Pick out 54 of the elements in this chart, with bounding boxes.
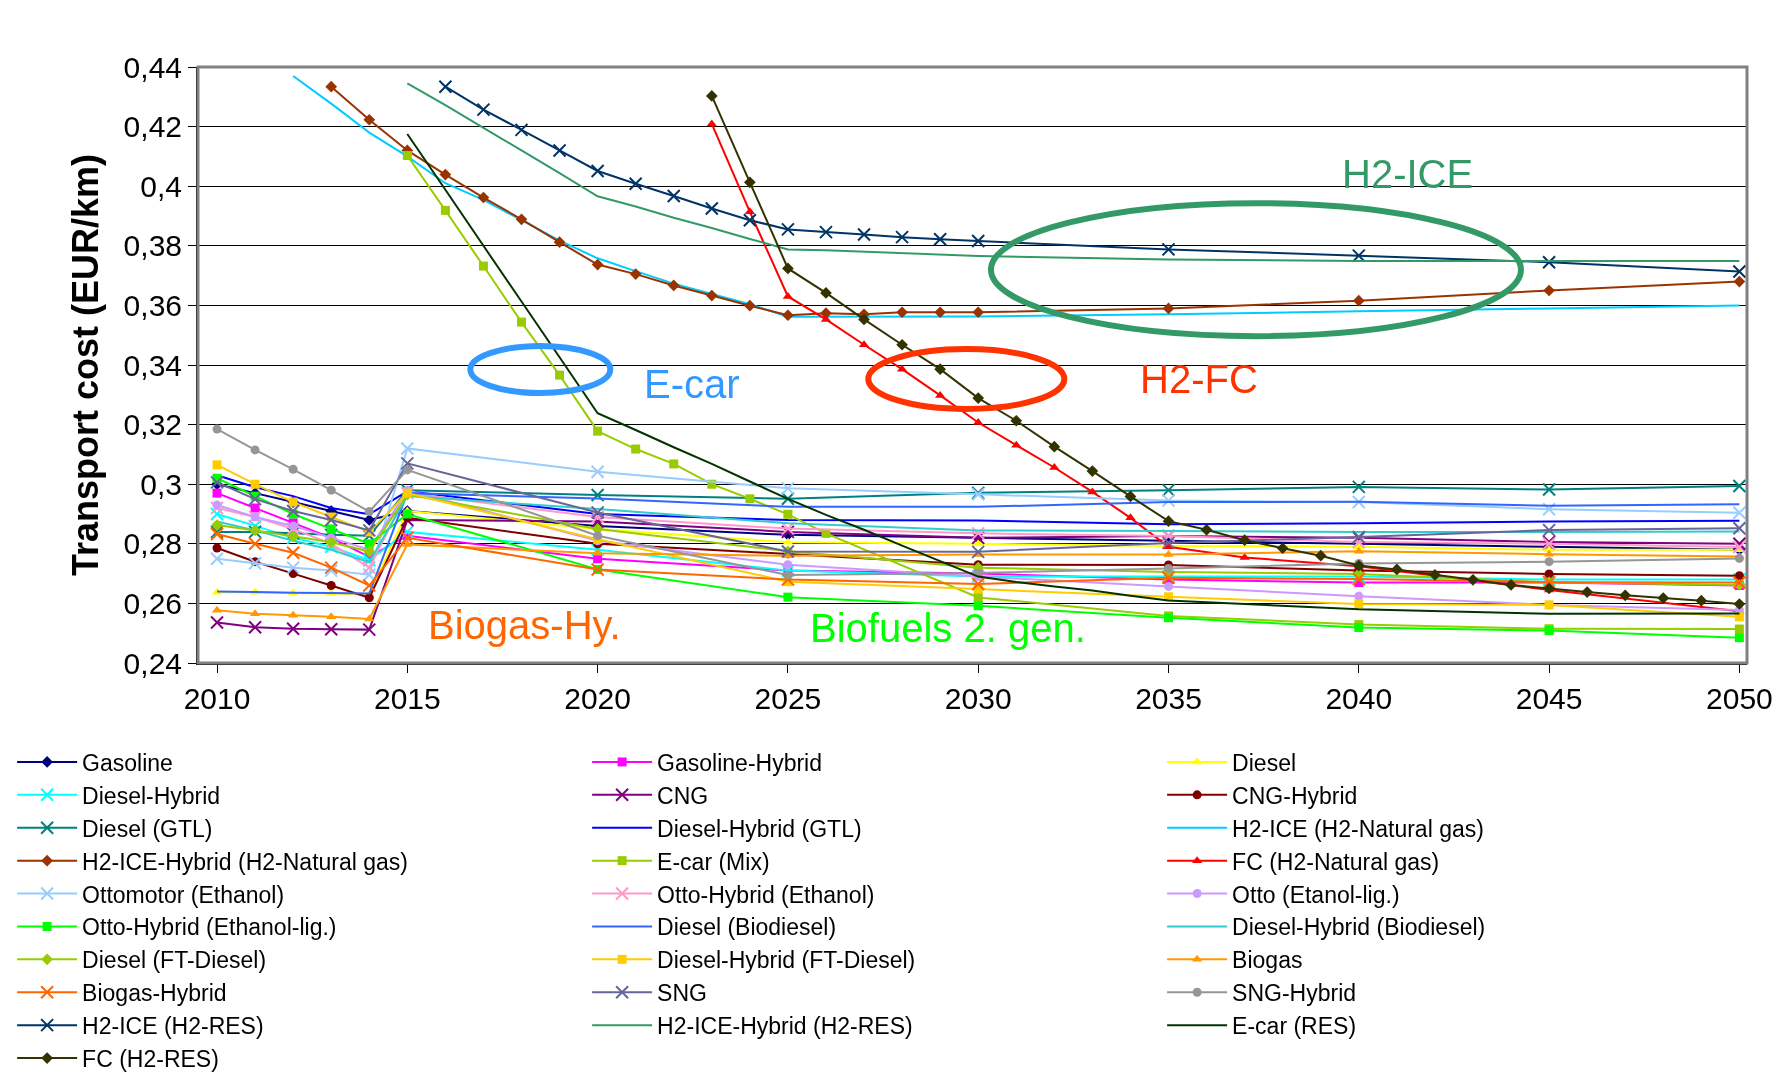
legend-label: SNG (657, 980, 707, 1007)
y-tick-label: 0,4 (140, 169, 182, 203)
legend-label: Otto-Hybrid (Ethanol) (657, 881, 875, 908)
x-tick-label: 2015 (373, 682, 441, 715)
y-axis-title: Transport cost (EUR/km) (65, 153, 107, 577)
x-tick-label: 2030 (944, 682, 1012, 715)
legend-label: Otto-Hybrid (Ethanol-lig.) (82, 914, 337, 941)
legend-label: Biogas (1232, 947, 1303, 974)
y-tick-label: 0,24 (123, 646, 182, 680)
legend-label: Ottomotor (Ethanol) (82, 881, 285, 908)
annotation: H2-FC (1140, 357, 1258, 401)
legend-label: Diesel (GTL) (82, 815, 213, 842)
legend-label: Diesel-Hybrid (FT-Diesel) (657, 947, 916, 974)
x-tick-label: 2040 (1325, 682, 1393, 715)
annotation: Biofuels 2. gen. (810, 606, 1086, 650)
x-tick-label: 2025 (754, 682, 822, 715)
legend-label: Diesel-Hybrid (Biodiesel) (1232, 914, 1486, 941)
y-tick-label: 0,38 (123, 229, 182, 263)
y-tick-label: 0,34 (123, 348, 182, 382)
annotation: E-car (644, 362, 740, 406)
legend-label: Biogas-Hybrid (82, 980, 227, 1007)
y-tick-label: 0,32 (123, 408, 182, 442)
y-tick-label: 0,36 (123, 288, 182, 322)
legend-label: Gasoline (82, 749, 173, 776)
y-tick-label: 0,26 (123, 586, 182, 620)
legend-label: FC (H2-RES) (82, 1046, 219, 1072)
legend-label: H2-ICE-Hybrid (H2-Natural gas) (82, 848, 409, 875)
y-tick-label: 0,3 (140, 467, 182, 501)
legend-label: CNG-Hybrid (1232, 782, 1358, 809)
legend-label: Diesel (Biodiesel) (657, 914, 837, 941)
y-tick-label: 0,44 (123, 50, 182, 84)
legend-label: Otto (Etanol-lig.) (1232, 881, 1400, 908)
legend-label: Diesel-Hybrid (GTL) (657, 815, 862, 842)
legend-label: Diesel-Hybrid (82, 782, 221, 809)
legend-label: Diesel (FT-Diesel) (82, 947, 267, 974)
legend-label: E-car (RES) (1232, 1013, 1357, 1040)
y-tick-label: 0,42 (123, 110, 182, 144)
legend-label: H2-ICE (H2-RES) (82, 1013, 264, 1040)
legend-label: FC (H2-Natural gas) (1232, 848, 1440, 875)
legend-label: Diesel (1232, 749, 1297, 776)
legend-label: H2-ICE-Hybrid (H2-RES) (657, 1013, 913, 1040)
x-tick-label: 2010 (183, 682, 251, 715)
y-tick-label: 0,28 (123, 527, 182, 561)
annotation: Biogas-Hy. (428, 603, 621, 647)
legend-label: CNG (657, 782, 709, 809)
x-tick-label: 2035 (1135, 682, 1202, 715)
legend-label: SNG-Hybrid (1232, 980, 1357, 1007)
legend-label: E-car (Mix) (657, 848, 770, 875)
legend-label: Gasoline-Hybrid (657, 749, 823, 776)
x-tick-label: 2050 (1706, 682, 1773, 715)
x-tick-label: 2020 (564, 682, 631, 715)
x-tick-label: 2045 (1515, 682, 1583, 715)
annotation: H2-ICE (1342, 152, 1474, 196)
legend-label: H2-ICE (H2-Natural gas) (1232, 815, 1484, 842)
